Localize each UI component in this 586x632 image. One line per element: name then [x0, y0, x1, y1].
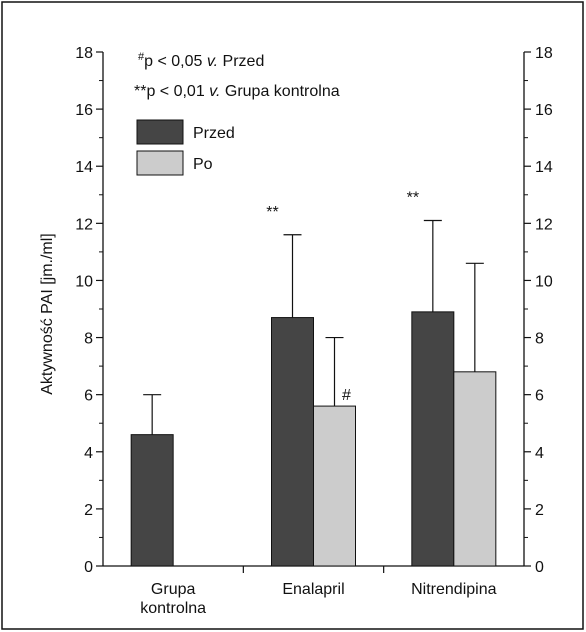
- bar-przed-0: [130, 434, 174, 567]
- bars: ** # **: [130, 189, 497, 567]
- x-category-label-line: Nitrendipina: [411, 581, 496, 598]
- y-tick-label-left: 12: [75, 216, 93, 233]
- y-axis-label: Aktywność PAI [jm./ml]: [39, 233, 56, 395]
- legend-swatch-przed: [136, 119, 184, 145]
- significance-note-marker: **: [134, 83, 146, 100]
- x-category-label-line: Grupa: [151, 581, 196, 598]
- x-category-label: Grupa kontrolna: [140, 581, 206, 617]
- x-category-label: Nitrendipina: [411, 581, 496, 598]
- y-tick-label-right: 18: [535, 45, 553, 62]
- x-category-label-line: kontrolna: [140, 600, 206, 617]
- significance-note: #p < 0,05 v. Przed: [138, 51, 264, 70]
- bar-po-2: [453, 371, 497, 567]
- y-tick-label-right: 2: [535, 502, 544, 519]
- y-tick-label-right: 10: [535, 273, 553, 290]
- significance-marker: #: [342, 387, 351, 404]
- legend-label-po: Po: [193, 156, 213, 173]
- significance-note-italic: v.: [209, 83, 220, 100]
- legend: Przed Po: [136, 119, 235, 176]
- significance-note-rest: Przed: [218, 53, 264, 70]
- bar-przed-1: [271, 317, 314, 567]
- significance-marker: **: [407, 189, 419, 206]
- y-tick-label-left: 14: [75, 159, 93, 176]
- y-tick-label-left: 6: [84, 388, 93, 405]
- legend-swatch-po: [136, 150, 184, 176]
- y-tick-label-left: 16: [75, 102, 93, 119]
- bar-po-1: [313, 405, 356, 567]
- y-tick-label-right: 14: [535, 159, 553, 176]
- y-tick-label-left: 8: [84, 331, 93, 348]
- significance-note: **p < 0,01 v. Grupa kontrolna: [134, 83, 340, 100]
- y-tick-label-right: 8: [535, 331, 544, 348]
- y-tick-label-right: 12: [535, 216, 553, 233]
- y-tick-label-left: 10: [75, 273, 93, 290]
- y-tick-label-right: 4: [535, 445, 544, 462]
- x-category-label: Enalapril: [282, 581, 344, 598]
- significance-note-rest: Grupa kontrolna: [220, 83, 339, 100]
- significance-marker: **: [266, 204, 278, 221]
- axes: 0 0 2 2 4 4 6 6 8 8 10 10 12 12 14 14 16 16 18 18 Grupa kontr…: [75, 45, 553, 617]
- y-tick-label-right: 0: [535, 559, 544, 576]
- x-category-label-line: Enalapril: [282, 581, 344, 598]
- notes: #p < 0,05 v. Przed **p < 0,01 v. Grupa ko…: [134, 51, 340, 100]
- y-tick-label-left: 2: [84, 502, 93, 519]
- significance-note-marker: #: [138, 51, 145, 63]
- y-tick-label-left: 4: [84, 445, 93, 462]
- significance-note-text: p < 0,05: [144, 53, 207, 70]
- legend-label-przed: Przed: [193, 125, 235, 142]
- bar-przed-2: [411, 311, 455, 567]
- y-tick-label-right: 16: [535, 102, 553, 119]
- significance-note-italic: v.: [207, 53, 218, 70]
- y-tick-label-left: 18: [75, 45, 93, 62]
- y-tick-label-left: 0: [84, 559, 93, 576]
- y-tick-label-right: 6: [535, 388, 544, 405]
- significance-note-text: p < 0,01: [146, 83, 209, 100]
